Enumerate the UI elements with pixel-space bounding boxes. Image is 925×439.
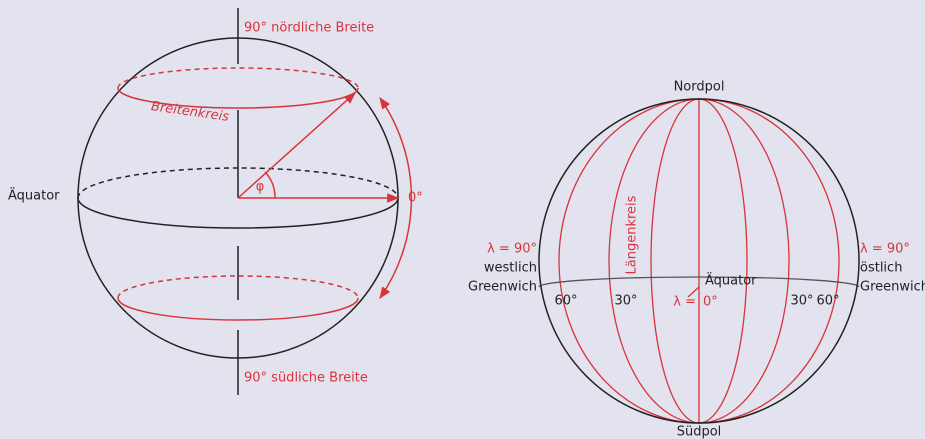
equator-label: Äquator (705, 273, 757, 289)
angle-label: φ (256, 180, 265, 195)
lambda-prefix: λ = (673, 295, 696, 310)
page: 90° nördliche Breite 90° südliche Breite… (0, 0, 925, 439)
degree-label: 30° (790, 294, 813, 309)
degree-label: 60° (816, 294, 839, 309)
diagram: 90° nördliche Breite 90° südliche Breite… (0, 0, 925, 439)
south-label: 90° südliche Breite (244, 371, 368, 386)
meridian-label: Längenkreis (625, 195, 640, 274)
west-label: westlich (484, 261, 537, 276)
zero-label: 0° (408, 191, 423, 206)
north-label: 90° nördliche Breite (244, 21, 374, 36)
east-label: östlich (860, 261, 902, 276)
north-pole: Nordpol (674, 80, 725, 95)
degree-label: 60° (554, 294, 577, 309)
lambda-zero: 0° (703, 295, 718, 310)
west-label: λ = 90° (487, 242, 537, 257)
west-label: Greenwich (468, 280, 537, 295)
east-label: Greenwich (860, 280, 925, 295)
east-label: λ = 90° (860, 242, 910, 257)
south-pole: Südpol (677, 425, 722, 439)
equator-label: Äquator (8, 188, 60, 204)
degree-label: 30° (614, 294, 637, 309)
